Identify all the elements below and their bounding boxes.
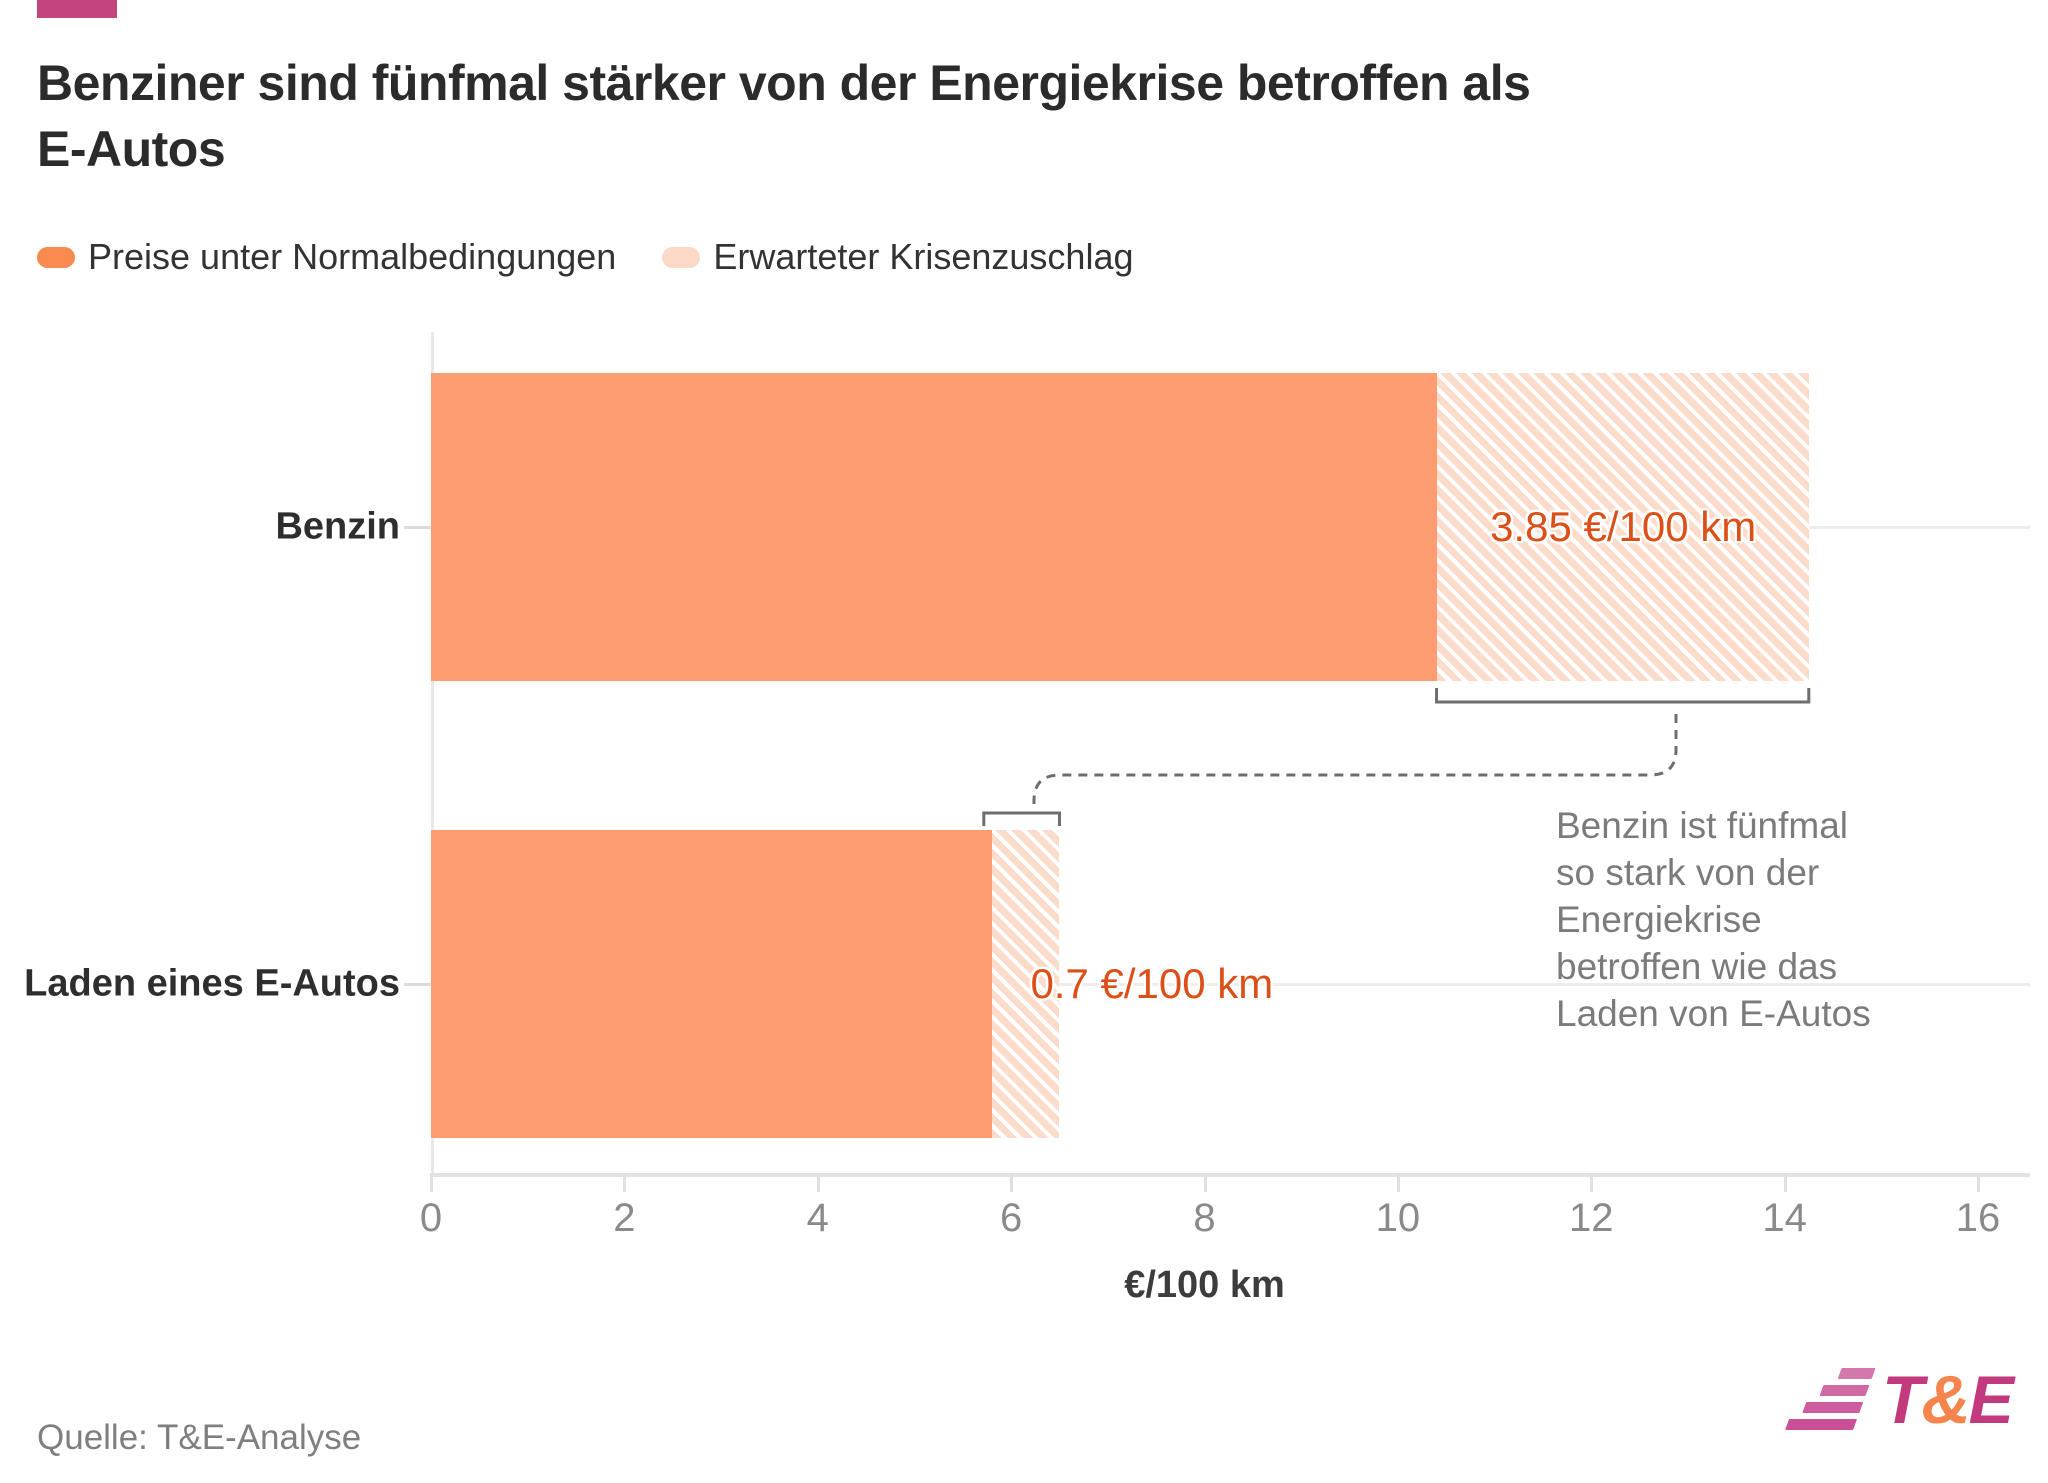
comparison-connector-dashed bbox=[1032, 714, 1678, 804]
surcharge-bracket-eauto bbox=[982, 811, 1061, 826]
category-label: Benzin bbox=[275, 505, 400, 548]
x-axis-title: €/100 km bbox=[1124, 1264, 1285, 1306]
x-axis-tick-label: 2 bbox=[613, 1196, 636, 1240]
chart-title: Benziner sind fünfmal stärker von der En… bbox=[37, 50, 1531, 182]
legend-label-normal: Preise unter Normalbedingungen bbox=[88, 236, 617, 277]
x-axis-tick bbox=[623, 1173, 627, 1192]
surcharge-bracket-benzin bbox=[1435, 688, 1811, 704]
x-axis-tick bbox=[1977, 1173, 1980, 1192]
bar-segment-surcharge bbox=[1436, 373, 1809, 681]
bar-segment-surcharge bbox=[991, 830, 1060, 1138]
x-axis-tick-label: 12 bbox=[1569, 1196, 1614, 1240]
x-axis-tick bbox=[1203, 1173, 1207, 1192]
legend: Preise unter Normalbedingungen Erwartete… bbox=[37, 236, 1134, 278]
x-axis-tick-label: 8 bbox=[1193, 1196, 1216, 1240]
source-note: Quelle: T&E-Analyse bbox=[37, 1418, 362, 1457]
legend-item-normal: Preise unter Normalbedingungen bbox=[37, 236, 616, 278]
logo-ampersand: & bbox=[1921, 1362, 1971, 1438]
x-axis-tick-label: 16 bbox=[1955, 1196, 2001, 1240]
value-label: 0.7 €/100 km bbox=[1030, 960, 1274, 1007]
x-axis-line bbox=[431, 1173, 2030, 1177]
te-logo-stripes-icon bbox=[1782, 1368, 1876, 1432]
legend-item-surcharge: Erwarteter Krisenzuschlag bbox=[662, 236, 1134, 278]
value-label: 3.85 €/100 km bbox=[1490, 503, 1757, 550]
x-axis-tick bbox=[430, 1173, 433, 1192]
x-axis-tick bbox=[816, 1173, 820, 1192]
annotation-text: Benzin ist fünfmal so stark von der Ener… bbox=[1556, 805, 1871, 1034]
x-axis-tick-label: 14 bbox=[1762, 1196, 1807, 1240]
logo-letter-t: T bbox=[1881, 1362, 1924, 1438]
chart-title-line2: E-Autos bbox=[37, 121, 226, 177]
brand-accent-bar bbox=[37, 0, 117, 18]
bar-segment-normal bbox=[431, 830, 992, 1138]
legend-swatch-hatch bbox=[662, 246, 701, 268]
te-logo: T&E bbox=[1785, 1366, 2014, 1434]
category-label: Laden eines E-Autos bbox=[24, 962, 400, 1005]
logo-letter-e: E bbox=[1968, 1362, 2014, 1438]
chart-title-line1: Benziner sind fünfmal stärker von der En… bbox=[37, 55, 1531, 111]
te-logo-stripe bbox=[1819, 1385, 1870, 1396]
te-logo-stripe bbox=[1785, 1419, 1858, 1430]
bar-segment-normal bbox=[431, 373, 1437, 681]
y-axis-line bbox=[431, 332, 434, 1173]
category-axis-tick bbox=[404, 526, 431, 529]
te-logo-stripe bbox=[1837, 1368, 1876, 1379]
x-axis-tick-label: 0 bbox=[419, 1196, 443, 1240]
category-gridline bbox=[431, 983, 2030, 986]
x-axis-tick bbox=[1396, 1173, 1400, 1192]
legend-swatch-solid bbox=[37, 246, 75, 268]
category-axis-tick bbox=[404, 983, 431, 986]
te-logo-text: T&E bbox=[1882, 1366, 2014, 1434]
te-logo-stripe bbox=[1802, 1402, 1864, 1413]
legend-label-surcharge: Erwarteter Krisenzuschlag bbox=[713, 236, 1134, 277]
x-axis-tick bbox=[1010, 1173, 1014, 1192]
x-axis-tick-label: 6 bbox=[1000, 1196, 1023, 1240]
x-axis-tick bbox=[1783, 1173, 1787, 1192]
x-axis-tick-label: 10 bbox=[1375, 1196, 1421, 1240]
x-axis-tick-label: 4 bbox=[806, 1196, 829, 1240]
x-axis-tick bbox=[1590, 1173, 1594, 1192]
